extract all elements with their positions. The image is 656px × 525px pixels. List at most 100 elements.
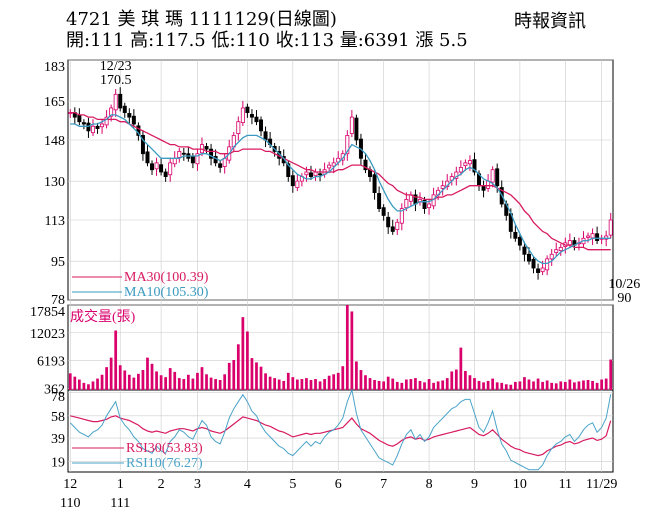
- volume-bar: [309, 380, 313, 390]
- candle-body: [331, 162, 336, 167]
- price-pane-frame: [67, 59, 614, 301]
- volume-bar: [164, 377, 168, 390]
- candle-body: [595, 233, 600, 241]
- volume-bar: [332, 374, 336, 390]
- candle-body: [195, 153, 200, 165]
- volume-bar: [464, 370, 467, 390]
- candle-body: [127, 113, 132, 118]
- volume-bar: [268, 376, 272, 390]
- x-tick-label: 11/29: [586, 477, 617, 492]
- volume-bar: [259, 366, 263, 390]
- candle-body: [354, 117, 359, 141]
- x-tick-label: 4: [244, 477, 251, 492]
- volume-bar: [73, 376, 77, 390]
- ma10-line: [70, 114, 611, 265]
- volume-bar: [318, 381, 322, 390]
- candle-body: [168, 162, 173, 176]
- price-tick-label: 148: [44, 134, 65, 149]
- volume-bar: [563, 381, 567, 390]
- candle-body: [109, 107, 114, 117]
- volume-bar: [250, 358, 254, 390]
- volume-bar: [323, 379, 326, 390]
- candle-body: [95, 125, 100, 129]
- annotation-price: 170.5: [100, 73, 132, 88]
- candle-body: [254, 116, 259, 123]
- x-tick-label: 2: [158, 477, 165, 492]
- volume-bar: [291, 377, 295, 390]
- candle-body: [549, 253, 554, 260]
- candle-body: [513, 231, 518, 239]
- volume-bar: [173, 371, 177, 390]
- volume-bar: [513, 381, 517, 390]
- volume-bar: [486, 380, 490, 390]
- x-tick-label: 11: [559, 477, 572, 492]
- candle-body: [390, 226, 395, 232]
- rsi-pane-frame: [67, 389, 614, 473]
- volume-bar: [345, 305, 349, 390]
- volume-bar: [382, 381, 386, 390]
- candle-body: [604, 235, 609, 240]
- volume-bar: [91, 381, 95, 390]
- volume-bar: [286, 372, 290, 390]
- volume-bar: [595, 382, 599, 390]
- annotation-date: 10/26: [608, 277, 640, 292]
- volume-bar: [441, 380, 445, 390]
- price-tick-label: 165: [44, 95, 65, 110]
- candle-body: [481, 185, 486, 191]
- candle-body: [517, 236, 522, 246]
- candle-body: [100, 123, 105, 128]
- candle-body: [608, 219, 613, 236]
- volume-bar: [282, 380, 286, 390]
- volume-bar: [586, 380, 590, 390]
- volume-bar: [491, 378, 495, 390]
- volume-bar: [68, 373, 72, 390]
- volume-bar: [159, 375, 163, 390]
- volume-bar: [264, 373, 267, 390]
- volume-bar: [423, 382, 426, 390]
- candle-body: [567, 240, 572, 246]
- volume-bar: [123, 370, 127, 390]
- candle-body: [86, 122, 91, 132]
- candle-body: [249, 114, 254, 118]
- volume-bar: [191, 378, 195, 390]
- volume-bar: [591, 380, 594, 390]
- price-tick-label: 95: [51, 255, 65, 270]
- candle-body: [77, 114, 82, 123]
- volume-bar: [241, 317, 245, 390]
- volume-bar: [509, 384, 513, 390]
- candle-body: [522, 246, 527, 255]
- volume-bar: [200, 367, 204, 390]
- volume-bar: [568, 379, 572, 390]
- rsi10-line: [69, 388, 612, 471]
- candle-body: [545, 258, 550, 271]
- rsi-tick-label: 58: [51, 410, 65, 425]
- volume-tick-label: 17854: [30, 305, 65, 320]
- source-label: 時報資訊: [514, 11, 586, 32]
- volume-bar: [100, 374, 104, 390]
- volume-bar: [409, 379, 413, 390]
- volume-bar: [137, 373, 140, 390]
- volume-bar: [218, 380, 222, 390]
- candle-body: [286, 163, 291, 177]
- candle-body: [558, 247, 563, 252]
- candle-body: [204, 145, 209, 150]
- candle-body: [163, 171, 168, 177]
- candle-body: [349, 116, 354, 135]
- volume-bar: [459, 347, 463, 390]
- volume-bar: [141, 370, 145, 390]
- candle-body: [140, 135, 145, 155]
- volume-tick-label: 362: [44, 382, 65, 397]
- candle-body: [245, 106, 250, 113]
- candle-body: [209, 148, 214, 159]
- volume-bar: [118, 365, 122, 390]
- volume-bar: [255, 362, 258, 390]
- volume-bar: [473, 378, 476, 390]
- volume-bar: [368, 378, 372, 390]
- candle-body: [467, 160, 472, 165]
- candle-body: [590, 233, 595, 239]
- volume-bar: [373, 380, 376, 390]
- legend-label-rsi10: RSI10(76.27): [126, 456, 203, 471]
- candle-body: [526, 253, 531, 262]
- volume-bar: [96, 378, 99, 390]
- volume-bar: [536, 378, 540, 390]
